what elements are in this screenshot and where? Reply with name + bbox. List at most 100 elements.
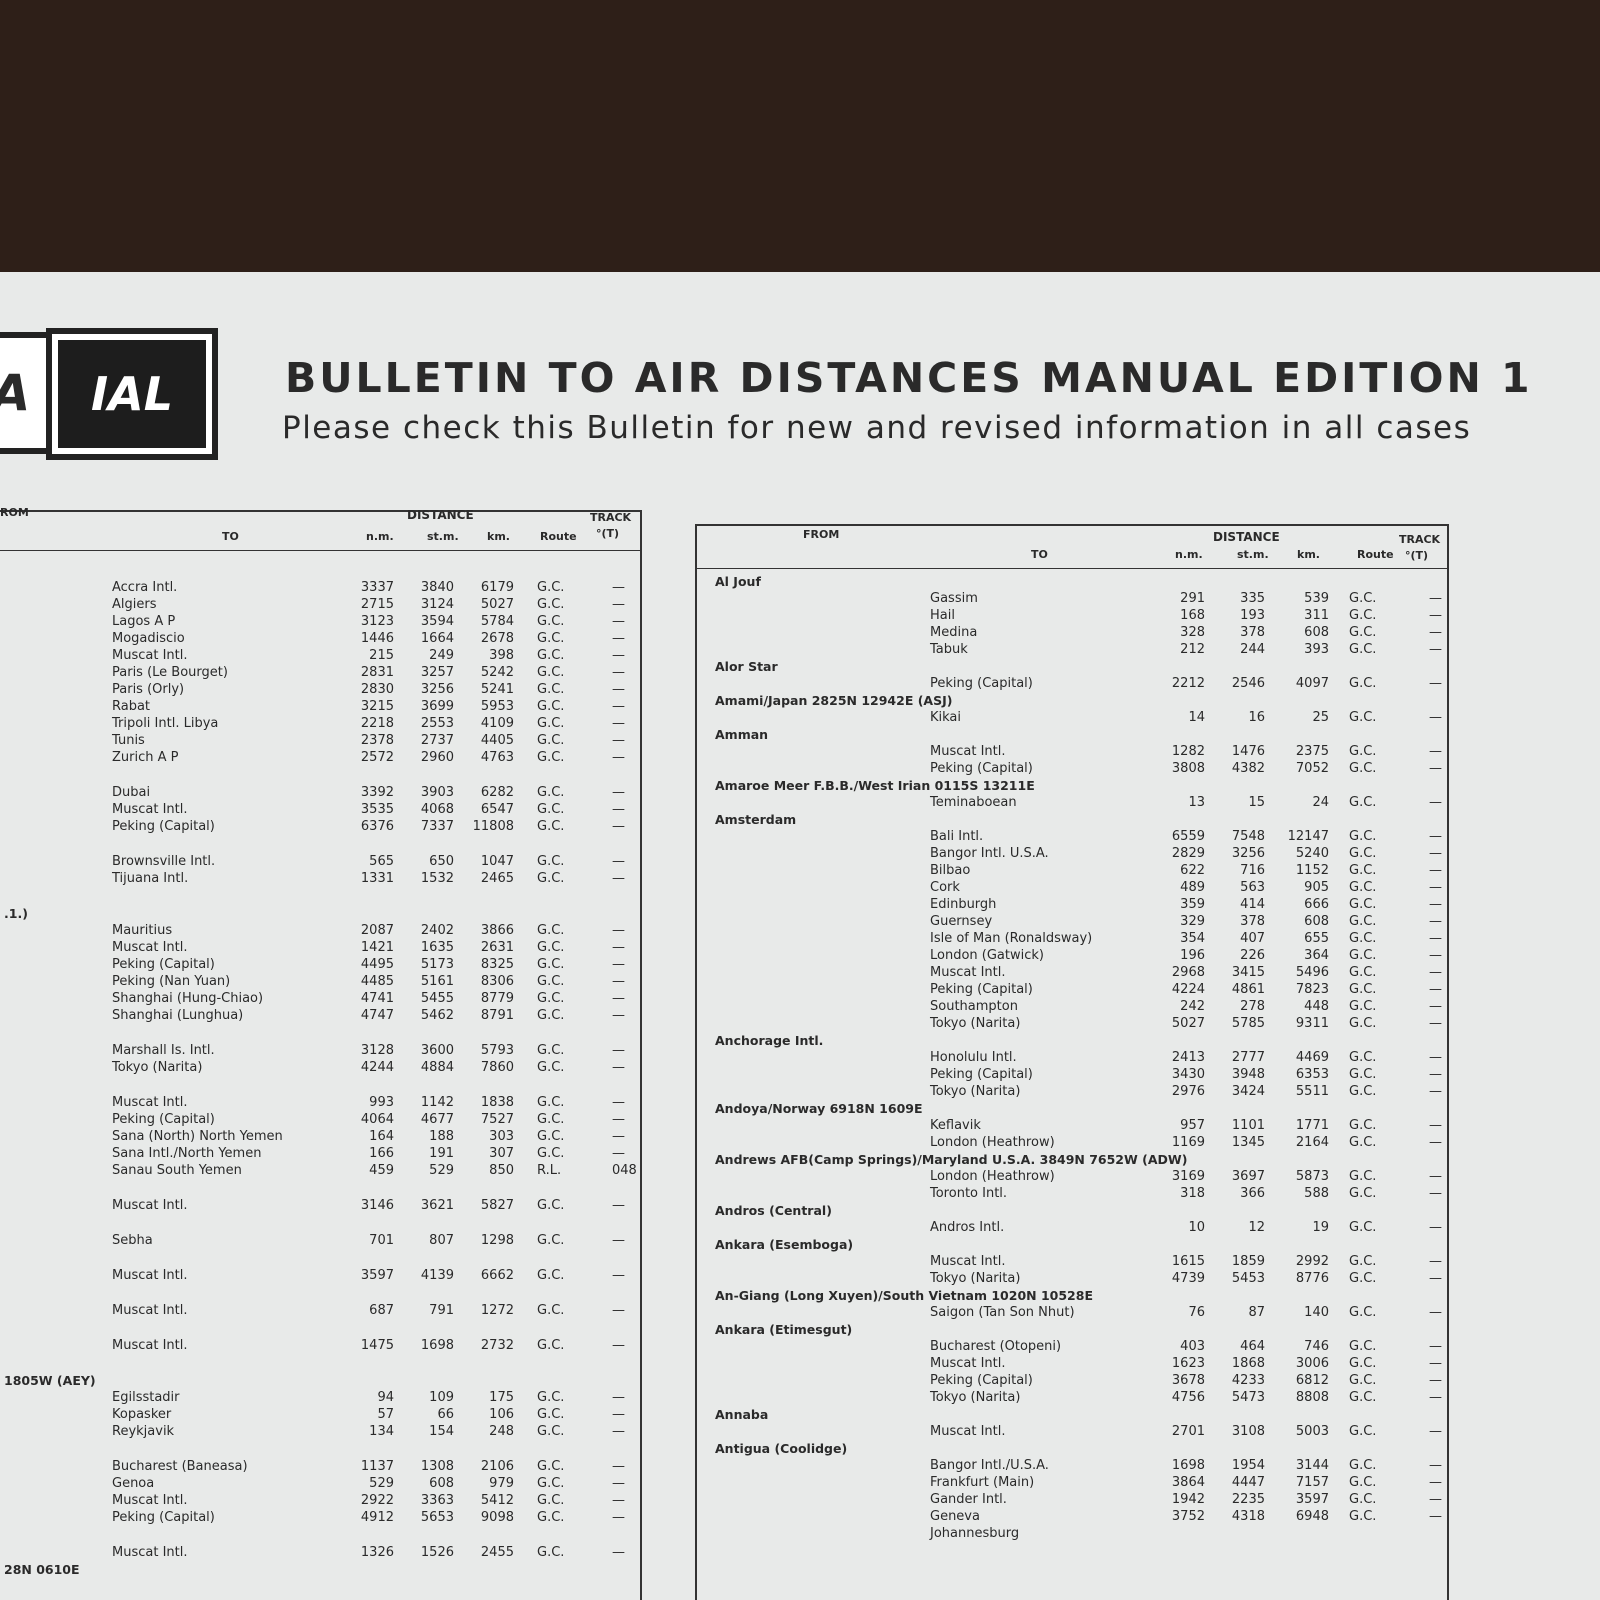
row: Muscat Intl. 3597 4139 6662 G.C. —: [0, 1268, 640, 1285]
track: —: [1429, 1220, 1442, 1235]
group: Accra Intl. 3337 3840 6179 G.C. — Algiers 2715 3…: [0, 580, 640, 767]
stm: 1859: [1231, 1254, 1265, 1269]
stm: 335: [1240, 591, 1265, 606]
track: —: [612, 1407, 625, 1422]
km: 311: [1304, 608, 1329, 623]
row: Muscat Intl. 687 791 1272 G.C. —: [0, 1303, 640, 1320]
track: —: [1429, 880, 1442, 895]
from-name: Andrews AFB(Camp Springs)/Maryland U.S.A…: [715, 1152, 1188, 1167]
track: —: [612, 957, 625, 972]
nm: 403: [1180, 1339, 1205, 1354]
stm: 1868: [1231, 1356, 1265, 1371]
row: Bangor Intl./U.S.A. 1698 1954 3144 G.C. —: [697, 1458, 1447, 1475]
stm: 3840: [420, 580, 454, 595]
stm: 193: [1240, 608, 1265, 623]
stm: 5453: [1231, 1271, 1265, 1286]
row: Lagos A P 3123 3594 5784 G.C. —: [0, 614, 640, 631]
route: G.C.: [537, 1095, 565, 1110]
nm: 166: [369, 1146, 394, 1161]
km: 7052: [1295, 761, 1329, 776]
track: —: [1429, 676, 1442, 691]
stm: 154: [429, 1424, 454, 1439]
row: Gassim 291 335 539 G.C. —: [697, 591, 1447, 608]
row: Tunis 2378 2737 4405 G.C. —: [0, 733, 640, 750]
to-name: Tokyo (Narita): [930, 1084, 1021, 1099]
row: Bangor Intl. U.S.A. 2829 3256 5240 G.C. —: [697, 846, 1447, 863]
track: —: [612, 699, 625, 714]
track: —: [1429, 1254, 1442, 1269]
to-name: Isle of Man (Ronaldsway): [930, 931, 1093, 946]
nm: 212: [1180, 642, 1205, 657]
track: —: [612, 716, 625, 731]
route: G.C.: [1349, 1220, 1377, 1235]
km: 8325: [480, 957, 514, 972]
route: G.C.: [537, 1146, 565, 1161]
route: G.C.: [537, 750, 565, 765]
row: Algiers 2715 3124 5027 G.C. —: [0, 597, 640, 614]
track: —: [1429, 931, 1442, 946]
col-to: TO: [1031, 548, 1048, 561]
row: Peking (Capital) 4912 5653 9098 G.C. —: [0, 1510, 640, 1527]
km: 539: [1304, 591, 1329, 606]
route: G.C.: [1349, 1424, 1377, 1439]
track: —: [612, 854, 625, 869]
row: Muscat Intl. 2701 3108 5003 G.C. —: [697, 1424, 1447, 1441]
to-name: Tijuana Intl.: [112, 871, 189, 886]
to-name: Peking (Nan Yuan): [112, 974, 231, 989]
route: G.C.: [537, 733, 565, 748]
stm: 244: [1240, 642, 1265, 657]
to-name: Geneva: [930, 1509, 980, 1524]
km: 3597: [1295, 1492, 1329, 1507]
track: —: [1429, 948, 1442, 963]
track: —: [1429, 795, 1442, 810]
to-name: Egilsstadir: [112, 1390, 180, 1405]
nm: 13: [1188, 795, 1205, 810]
stm: 1954: [1231, 1458, 1265, 1473]
row: Muscat Intl. 3146 3621 5827 G.C. —: [0, 1198, 640, 1215]
to-name: Sanau South Yemen: [112, 1163, 242, 1178]
nm: 168: [1180, 608, 1205, 623]
row: Muscat Intl. 215 249 398 G.C. —: [0, 648, 640, 665]
track: —: [1429, 1458, 1442, 1473]
nm: 4741: [360, 991, 394, 1006]
group: Alor Star Peking (Capital) 2212 2546 4097 G.C…: [697, 659, 1447, 693]
row: London (Heathrow) 3169 3697 5873 G.C. —: [697, 1169, 1447, 1186]
nm: 622: [1180, 863, 1205, 878]
to-name: Bangor Intl./U.S.A.: [930, 1458, 1049, 1473]
stm: 1142: [420, 1095, 454, 1110]
route: G.C.: [537, 940, 565, 955]
route: G.C.: [537, 1008, 565, 1023]
row: Muscat Intl. 1615 1859 2992 G.C. —: [697, 1254, 1447, 1271]
route: G.C.: [1349, 931, 1377, 946]
track: —: [1429, 1084, 1442, 1099]
from-name: 28N 0610E: [4, 1562, 80, 1577]
stm: 366: [1240, 1186, 1265, 1201]
to-name: Reykjavik: [112, 1424, 175, 1439]
track: —: [1429, 1067, 1442, 1082]
track: —: [1429, 1186, 1442, 1201]
route: G.C.: [1349, 880, 1377, 895]
stm: 15: [1248, 795, 1265, 810]
nm: 5027: [1171, 1016, 1205, 1031]
km: 4109: [480, 716, 514, 731]
to-name: Peking (Capital): [930, 676, 1033, 691]
nm: 3123: [360, 614, 394, 629]
track: —: [1429, 1016, 1442, 1031]
route: G.C.: [537, 648, 565, 663]
row: Genoa 529 608 979 G.C. —: [0, 1476, 640, 1493]
track: —: [1429, 608, 1442, 623]
row: Tripoli Intl. Libya 2218 2553 4109 G.C. —: [0, 716, 640, 733]
km: 1838: [480, 1095, 514, 1110]
to-name: Kopasker: [112, 1407, 172, 1422]
col-distance: DISTANCE: [1213, 530, 1280, 544]
from-line: An-Giang (Long Xuyen)/South Vietnam 1020…: [697, 1288, 1447, 1305]
col-nm: n.m.: [366, 530, 394, 543]
group: An-Giang (Long Xuyen)/South Vietnam 1020…: [697, 1288, 1447, 1322]
row: Sanau South Yemen 459 529 850 R.L. 048: [0, 1163, 640, 1180]
stm: 563: [1240, 880, 1265, 895]
route: G.C.: [537, 597, 565, 612]
to-name: Tokyo (Narita): [112, 1060, 203, 1075]
route: G.C.: [537, 1112, 565, 1127]
route: G.C.: [1349, 965, 1377, 980]
km: 6662: [480, 1268, 514, 1283]
